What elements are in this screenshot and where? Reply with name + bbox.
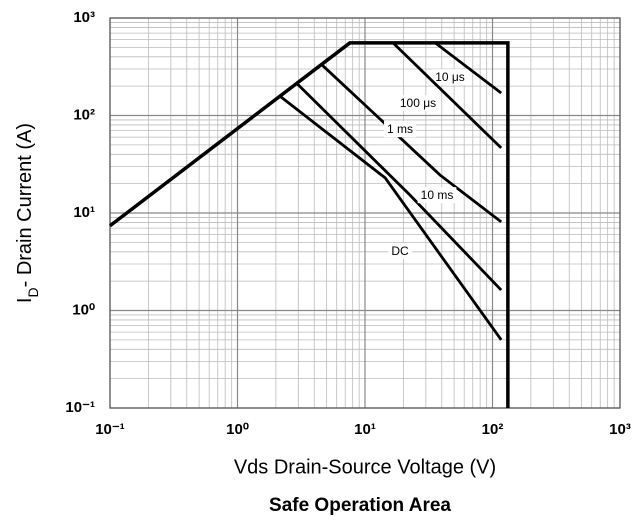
series-label: 1 ms (387, 122, 413, 136)
series-line (296, 82, 503, 292)
y-axis-label: ID- Drain Current (A) (14, 123, 40, 303)
series-label: 100 μs (400, 96, 436, 110)
y-tick-label: 10³ (73, 9, 95, 26)
series-label: 10 ms (421, 188, 454, 202)
label-background (388, 243, 412, 260)
x-tick-label: 10³ (609, 421, 631, 438)
series-line (108, 41, 510, 408)
grid (109, 17, 621, 409)
x-tick-label: 10² (482, 421, 504, 438)
series-line (392, 41, 503, 149)
label-background (417, 187, 457, 204)
series-line (434, 41, 503, 95)
series-label: 10 μs (435, 70, 465, 84)
x-tick-label: 10⁻¹ (95, 421, 125, 438)
chart-title: Safe Operation Area (269, 495, 451, 516)
y-tick-label: 10¹ (73, 204, 95, 221)
label-background (396, 95, 440, 112)
label-background (432, 69, 468, 86)
label-background (383, 121, 417, 138)
series-line (321, 63, 503, 224)
y-tick-label: 10² (73, 106, 95, 123)
x-tick-label: 10¹ (354, 421, 376, 438)
series-line (279, 95, 503, 341)
y-tick-label: 10⁰ (72, 301, 95, 318)
plot-frame (109, 17, 621, 409)
series-label: DC (391, 244, 409, 258)
y-tick-label: 10⁻¹ (65, 399, 95, 416)
x-tick-label: 10⁰ (226, 421, 249, 438)
x-axis-label: Vds Drain-Source Voltage (V) (234, 456, 496, 478)
